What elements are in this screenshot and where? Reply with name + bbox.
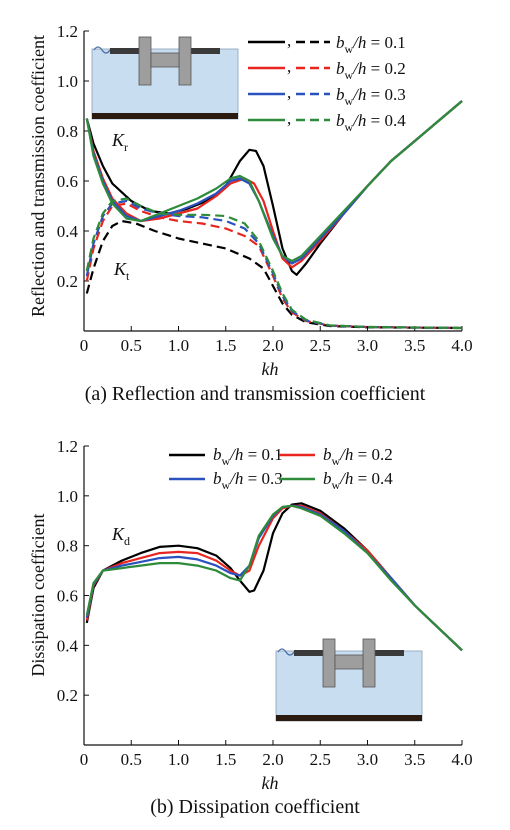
left-plate [110, 48, 143, 54]
legend-label: bw/h = 0.3 [213, 469, 283, 492]
panel-b-legend: bw/h = 0.1 bw/h = 0.2 bw/h = 0.3 bw/h = 0.4 [169, 445, 393, 492]
wave-icon [277, 648, 295, 656]
series-kd-line-3 [85, 504, 463, 652]
panel-b-chart: 0 0.5 1.0 1.5 2.0 2.5 3.0 3.5 4.0 0.2 0.4 0.6 0.8 1.0… [28, 437, 473, 818]
annotation-kt: Kt [113, 259, 130, 283]
x-tick-label: 0.5 [121, 750, 142, 769]
y-tick-label: 0.8 [57, 537, 78, 556]
panel-b-ylabel: Dissipation coefficient [28, 513, 48, 676]
y-tick-label: 1.2 [57, 22, 78, 41]
series-kt-line-4 [85, 197, 463, 330]
x-tick-label: 4.0 [451, 336, 472, 355]
y-tick-label: 1.0 [57, 72, 78, 91]
series-kd-line-1 [85, 502, 463, 652]
x-tick-label: 2.5 [310, 336, 331, 355]
left-plate [294, 650, 327, 656]
legend-label: bw/h = 0.1 [213, 445, 283, 468]
annotation-kr: Kr [111, 130, 128, 154]
x-tick-label: 2.0 [262, 336, 283, 355]
panel-a-caption: (a) Reflection and transmission coeffici… [85, 383, 426, 405]
x-tick-label: 3.0 [357, 336, 378, 355]
panel-b-axes: 0 0.5 1.0 1.5 2.0 2.5 3.0 3.5 4.0 0.2 0.4 0.6 0.8 1.0… [57, 437, 473, 769]
legend-separator: , [287, 109, 291, 128]
x-tick-label: 2.5 [310, 750, 331, 769]
y-tick-label: 0.6 [57, 587, 78, 606]
x-tick-label: 4.0 [451, 750, 472, 769]
x-tick-label: 0 [80, 336, 89, 355]
connecting-box [334, 654, 364, 670]
panel-b-breakwater-diagram [275, 638, 423, 722]
series-kr-line-4 [85, 100, 463, 263]
legend-label: bw/h = 0.3 [336, 85, 406, 108]
x-tick-label: 3.0 [357, 750, 378, 769]
panel-a-xlabel: kh [262, 359, 279, 379]
x-tick-label: 0 [80, 750, 89, 769]
panel-a-breakwater-diagram [91, 36, 239, 120]
legend-label: bw/h = 0.2 [323, 445, 393, 468]
seabed [92, 113, 238, 119]
legend-separator: , [287, 31, 291, 50]
panel-a-axes: 0 0.5 1.0 1.5 2.0 2.5 3.0 3.5 4.0 0.2 0.4 0.6 0.8 1.0… [57, 22, 473, 355]
legend-label: bw/h = 0.2 [336, 59, 406, 82]
x-tick-label: 1.0 [168, 750, 189, 769]
x-tick-label: 1.5 [215, 750, 236, 769]
connecting-box [150, 52, 180, 68]
y-tick-label: 0.2 [57, 686, 78, 705]
annotation-kd: Kd [111, 524, 130, 548]
front-wall [322, 638, 336, 688]
x-tick-label: 1.0 [168, 336, 189, 355]
series-kt-line-1 [85, 219, 463, 330]
panel-b-caption: (b) Dissipation coefficient [150, 796, 360, 818]
x-tick-label: 3.5 [404, 336, 425, 355]
right-plate [187, 48, 220, 54]
panel-b-series-lines [85, 502, 463, 652]
y-tick-label: 0.8 [57, 122, 78, 141]
series-kt-line-2 [85, 202, 463, 330]
x-tick-label: 1.5 [215, 336, 236, 355]
seabed [276, 715, 422, 721]
y-tick-label: 1.2 [57, 437, 78, 456]
series-kd-line-4 [85, 504, 463, 652]
y-tick-label: 0.2 [57, 272, 78, 291]
panel-a-chart: 0 0.5 1.0 1.5 2.0 2.5 3.0 3.5 4.0 0.2 0.4 0.6 0.8 1.0… [28, 22, 473, 405]
x-tick-label: 3.5 [404, 750, 425, 769]
y-tick-label: 0.6 [57, 172, 78, 191]
right-plate [371, 650, 404, 656]
x-tick-label: 2.0 [262, 750, 283, 769]
series-kd-line-2 [85, 504, 463, 652]
y-tick-label: 0.4 [57, 636, 79, 655]
front-wall [138, 36, 152, 86]
wave-icon [93, 46, 111, 54]
y-tick-label: 1.0 [57, 487, 78, 506]
legend-label: bw/h = 0.1 [336, 33, 406, 56]
legend-separator: , [287, 57, 291, 76]
legend-label: bw/h = 0.4 [323, 469, 393, 492]
panel-a-series-lines [85, 100, 463, 330]
rear-wall [178, 36, 192, 86]
rear-wall [362, 638, 376, 688]
legend-label: bw/h = 0.4 [336, 111, 406, 134]
panel-a-legend: , bw/h = 0.1, bw/h = 0.2, bw/h = 0.3, bw/h =… [248, 31, 406, 134]
panel-a-ylabel: Reflection and transmission coefficient [28, 35, 48, 317]
legend-separator: , [287, 83, 291, 102]
x-tick-label: 0.5 [121, 336, 142, 355]
panel-b-xlabel: kh [262, 773, 279, 793]
y-tick-label: 0.4 [57, 222, 79, 241]
